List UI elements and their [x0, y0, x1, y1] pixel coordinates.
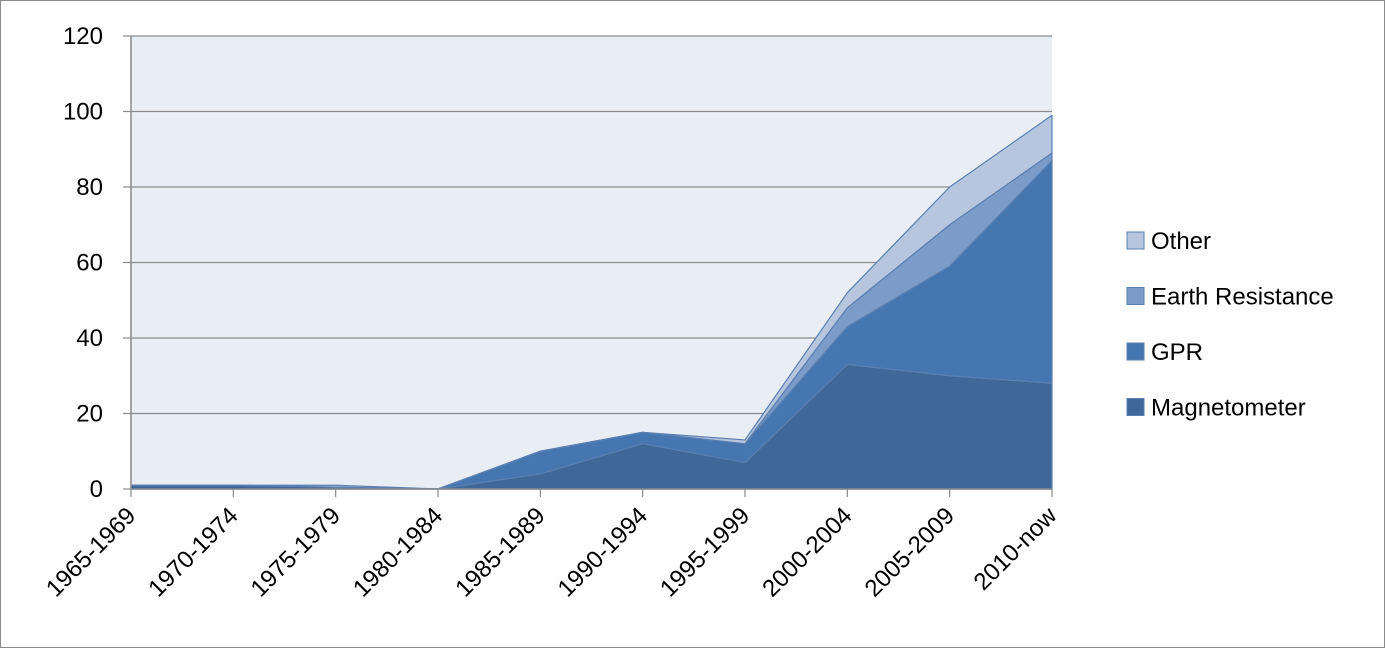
x-tick-label: 1965-1969 [41, 502, 141, 602]
x-tick-label: 1975-1979 [246, 502, 346, 602]
y-tick-label: 60 [76, 250, 103, 277]
x-tick-label: 1980-1984 [348, 502, 448, 602]
legend-label: GPR [1151, 339, 1203, 366]
x-tick-label: 1995-1999 [655, 502, 755, 602]
x-tick-label: 2010-now [969, 502, 1063, 596]
y-tick-label: 40 [76, 325, 103, 352]
y-tick-label: 0 [90, 476, 103, 503]
legend-label: Other [1151, 228, 1211, 255]
legend-swatch-other [1126, 231, 1145, 250]
y-tick-label: 80 [76, 174, 103, 201]
legend-label: Earth Resistance [1151, 284, 1334, 311]
x-tick-label: 2005-2009 [860, 502, 960, 602]
x-tick-label: 1970-1974 [143, 502, 243, 602]
x-tick-label: 2000-2004 [757, 502, 857, 602]
x-tick-label: 1990-1994 [553, 502, 653, 602]
y-tick-label: 20 [76, 401, 103, 428]
legend-label: Magnetometer [1151, 395, 1306, 422]
y-tick-label: 100 [63, 99, 103, 126]
legend-swatch-magnetometer [1126, 398, 1145, 416]
legend-swatch-earth-resistance [1126, 287, 1145, 305]
y-tick-label: 120 [63, 23, 103, 50]
area-series-other [130, 114, 1053, 490]
legend-swatch-gpr [1126, 342, 1145, 361]
x-tick-label: 1985-1989 [450, 502, 550, 602]
